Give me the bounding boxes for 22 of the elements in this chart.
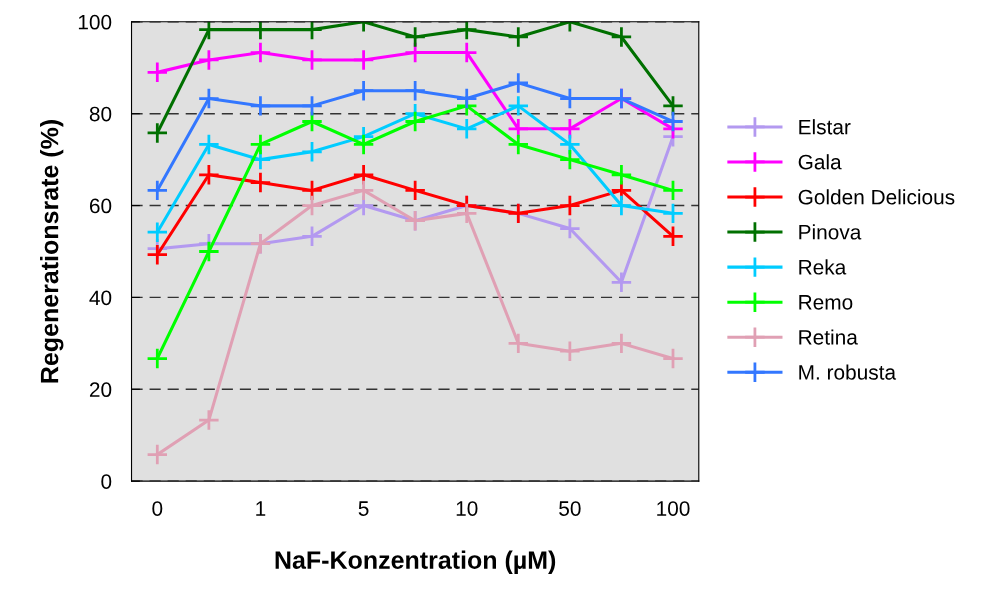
x-tick-label: 0	[152, 501, 163, 516]
x-tick-label: 100	[657, 501, 690, 516]
legend-label: Remo	[799, 295, 853, 310]
x-tick-label: 50	[559, 501, 581, 516]
x-axis-title: NaF-Konzentration (µM)	[275, 550, 556, 574]
y-tick-label: 0	[101, 474, 112, 489]
y-tick-label: 100	[78, 14, 112, 30]
legend-label: Reka	[799, 259, 847, 275]
x-tick-label: 5	[358, 501, 369, 516]
legend-label: Golden Delicious	[798, 189, 955, 205]
legend-label: Retina	[799, 329, 858, 345]
y-tick-label: 20	[89, 382, 112, 398]
legend-label: Elstar	[799, 119, 851, 135]
legend-label: Pinova	[799, 224, 862, 240]
x-tick-label: 10	[456, 501, 478, 516]
x-tick-label: 1	[256, 501, 266, 516]
y-tick-label: 80	[89, 106, 112, 122]
legend-label: Gala	[798, 154, 842, 170]
legend-label: M. robusta	[799, 364, 897, 380]
y-tick-label: 60	[89, 198, 112, 214]
y-tick-label: 40	[89, 290, 112, 306]
y-axis-title: Regenerationsrate (%)	[40, 120, 64, 383]
